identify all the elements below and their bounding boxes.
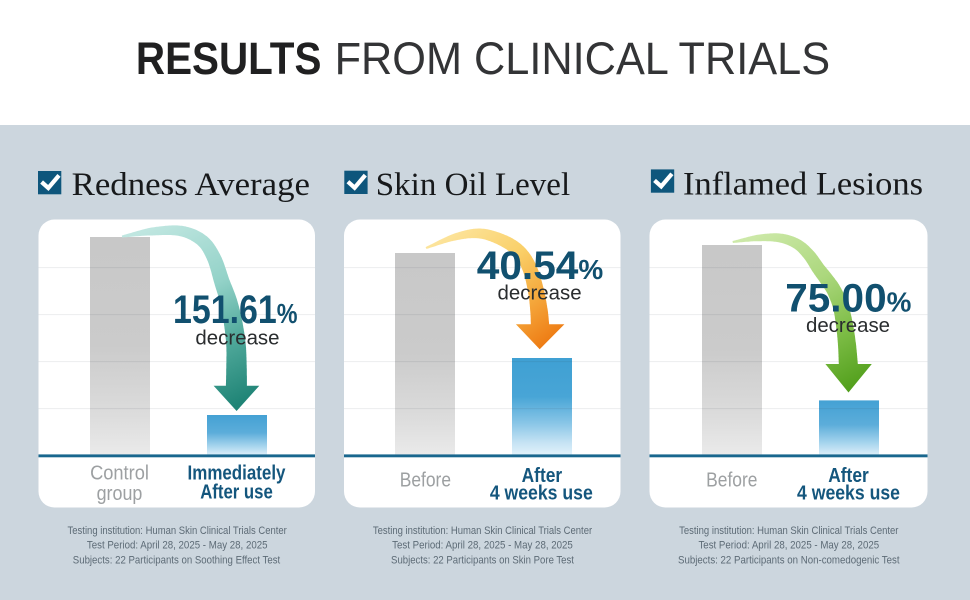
svg-text:After: After <box>522 464 563 487</box>
svg-text:75.00%: 75.00% <box>785 276 911 321</box>
svg-text:Immediately: Immediately <box>188 461 286 484</box>
svg-text:4 weeks use: 4 weeks use <box>797 482 900 504</box>
svg-text:After use: After use <box>200 480 273 503</box>
svg-text:4 weeks use: 4 weeks use <box>490 482 593 504</box>
svg-text:group: group <box>97 483 143 505</box>
svg-text:151.61%: 151.61% <box>173 286 298 331</box>
svg-text:Subjects: 22 Participants on S: Subjects: 22 Participants on Soothing Ef… <box>73 555 281 567</box>
svg-text:decrease: decrease <box>195 326 279 349</box>
svg-text:After: After <box>828 464 869 487</box>
svg-text:Testing institution: Human Ski: Testing institution: Human Skin Clinical… <box>68 526 288 538</box>
svg-text:Control: Control <box>90 462 149 485</box>
svg-text:Redness Average: Redness Average <box>72 167 310 203</box>
svg-text:Skin Oil Level: Skin Oil Level <box>376 167 570 203</box>
svg-text:decrease: decrease <box>806 314 890 337</box>
svg-text:Before: Before <box>706 469 757 492</box>
svg-text:Test Period: April 28, 2025 -: Test Period: April 28, 2025 - May 28, 20… <box>87 540 268 551</box>
svg-text:Before: Before <box>400 469 451 492</box>
svg-text:decrease: decrease <box>498 281 582 304</box>
svg-text:Test Period: April 28, 2025 -: Test Period: April 28, 2025 - May 28, 20… <box>392 540 573 551</box>
svg-text:RESULTS: RESULTS <box>136 34 322 85</box>
svg-text:FROM CLINICAL TRIALS: FROM CLINICAL TRIALS <box>335 34 830 84</box>
svg-text:Subjects: 22 Participants on N: Subjects: 22 Participants on Non-comedog… <box>678 555 900 566</box>
svg-text:40.54%: 40.54% <box>477 242 604 288</box>
svg-text:Test Period: April 28, 2025 -: Test Period: April 28, 2025 - May 28, 20… <box>698 540 879 551</box>
svg-text:Testing institution: Human Ski: Testing institution: Human Skin Clinical… <box>679 526 899 538</box>
svg-text:Inflamed Lesions: Inflamed Lesions <box>683 166 923 202</box>
svg-text:Subjects: 22 Participants on S: Subjects: 22 Participants on Skin Pore T… <box>391 555 574 567</box>
svg-text:Testing institution: Human Ski: Testing institution: Human Skin Clinical… <box>373 526 593 538</box>
